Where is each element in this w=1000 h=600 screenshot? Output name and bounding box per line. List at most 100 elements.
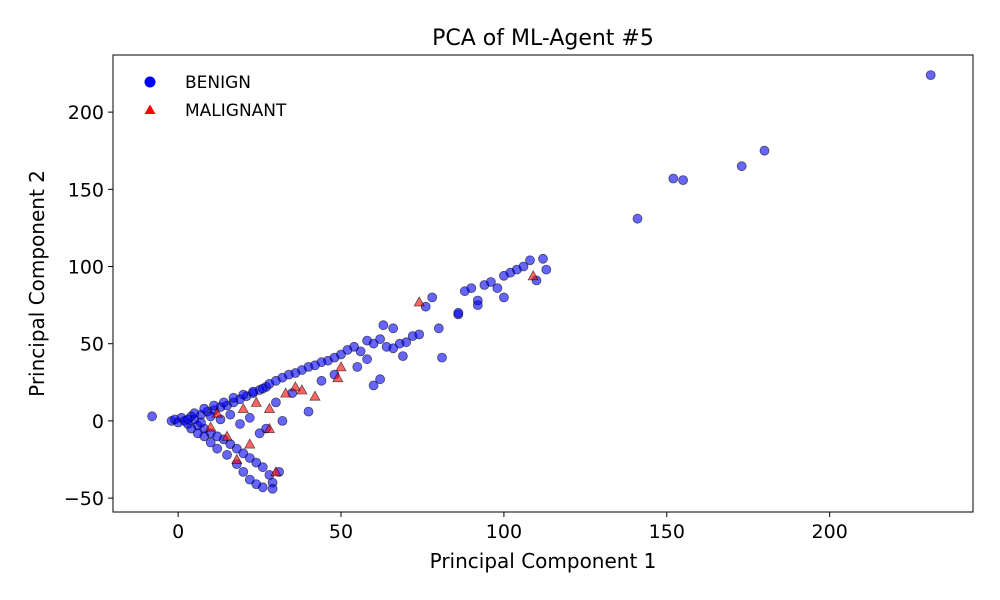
benign-point xyxy=(466,283,477,294)
benign-point xyxy=(222,449,232,460)
benign-point xyxy=(362,354,373,365)
legend-malignant-marker xyxy=(144,104,156,114)
benign-point xyxy=(453,307,464,318)
malignant-point xyxy=(335,361,347,372)
benign-point xyxy=(212,443,223,454)
plot-frame xyxy=(112,54,974,513)
benign-point xyxy=(182,414,193,425)
benign-point xyxy=(267,483,278,494)
benign-point xyxy=(225,409,236,420)
benign-point xyxy=(433,323,444,334)
malignant-point xyxy=(237,402,249,414)
y-tick-label: 150 xyxy=(68,179,104,201)
malignant-point xyxy=(270,466,282,477)
benign-point xyxy=(352,361,363,372)
x-tick-label: 100 xyxy=(486,521,522,543)
y-axis-ticks: −50 0 50 100 150 200 xyxy=(64,102,113,510)
malignant-point xyxy=(244,438,256,449)
benign-point xyxy=(375,374,386,385)
y-axis-label: Principal Component 2 xyxy=(25,170,49,397)
benign-point xyxy=(244,412,255,423)
benign-point xyxy=(205,437,216,448)
benign-point xyxy=(414,329,425,340)
malignant-point xyxy=(296,384,308,395)
benign-point xyxy=(238,389,249,400)
benign-point xyxy=(316,375,327,386)
benign-point xyxy=(209,400,219,411)
benign-point xyxy=(270,397,281,408)
y-tick-label: 50 xyxy=(80,334,104,356)
benign-point xyxy=(632,213,643,224)
benign-point xyxy=(759,145,770,156)
benign-point xyxy=(218,397,229,408)
malignant-point xyxy=(263,422,276,434)
benign-point xyxy=(525,255,535,266)
benign-point xyxy=(248,386,259,397)
benign-point xyxy=(678,175,688,186)
y-tick-label: −50 xyxy=(64,488,104,510)
benign-point xyxy=(498,292,509,303)
legend-benign-label: BENIGN xyxy=(185,73,251,93)
malignant-point xyxy=(413,296,425,307)
benign-point xyxy=(378,320,389,331)
benign-point xyxy=(189,408,200,419)
malignant-point xyxy=(250,396,262,407)
x-tick-label: 50 xyxy=(329,521,353,543)
malignant-point xyxy=(289,381,302,392)
benign-point xyxy=(238,466,249,477)
legend: BENIGN MALIGNANT xyxy=(144,73,287,121)
benign-point xyxy=(472,300,483,311)
benign-point xyxy=(186,423,197,434)
y-tick-label: 100 xyxy=(68,257,104,279)
benign-point xyxy=(368,380,379,391)
benign-point xyxy=(147,411,158,422)
malignant-point xyxy=(309,390,321,401)
benign-point xyxy=(437,352,447,363)
malignant-point xyxy=(231,453,243,464)
legend-malignant-label: MALIGNANT xyxy=(185,101,287,121)
benign-point xyxy=(238,448,249,459)
malignant-point xyxy=(263,402,276,414)
benign-point xyxy=(925,70,936,80)
benign-point xyxy=(388,323,399,334)
benign-point xyxy=(257,462,268,473)
benign-point xyxy=(257,383,268,394)
benign-point xyxy=(492,283,503,294)
malignant-point xyxy=(280,387,292,398)
benign-point xyxy=(427,292,438,303)
benign-point xyxy=(244,474,255,485)
malignant-point xyxy=(332,371,344,383)
chart-title: PCA of ML-Agent #5 xyxy=(432,26,654,51)
benign-point xyxy=(192,428,203,439)
malignant-point xyxy=(211,407,223,418)
data-points xyxy=(147,70,936,494)
y-tick-label: 200 xyxy=(68,102,104,124)
benign-point xyxy=(228,392,239,403)
benign-point xyxy=(668,173,679,184)
malignant-point xyxy=(527,269,539,281)
legend-benign-marker xyxy=(144,76,156,88)
x-tick-label: 150 xyxy=(649,521,685,543)
benign-point xyxy=(254,428,265,439)
benign-point xyxy=(235,419,245,429)
x-tick-label: 0 xyxy=(172,521,184,543)
x-tick-label: 200 xyxy=(812,521,848,543)
benign-point xyxy=(401,337,412,348)
benign-point xyxy=(485,277,496,287)
benign-point xyxy=(541,264,552,275)
benign-point xyxy=(538,253,548,264)
benign-point xyxy=(196,417,206,428)
benign-point xyxy=(375,334,386,345)
benign-point xyxy=(397,351,408,362)
benign-point xyxy=(736,161,747,172)
benign-point xyxy=(518,261,529,272)
benign-point xyxy=(303,406,314,417)
benign-point xyxy=(277,415,288,426)
benign-point xyxy=(199,403,210,414)
malignant-point xyxy=(221,430,233,441)
benign-point xyxy=(355,346,366,357)
y-tick-label: 0 xyxy=(92,411,104,433)
x-axis-ticks: 0 50 100 150 200 xyxy=(172,512,848,543)
x-axis-label: Principal Component 1 xyxy=(430,549,657,573)
